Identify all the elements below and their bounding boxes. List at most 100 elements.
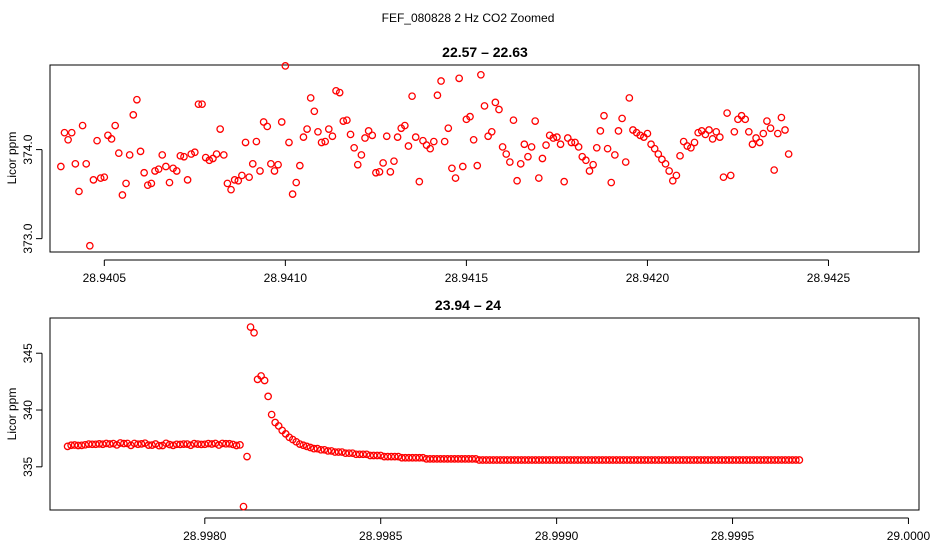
data-point (338, 448, 346, 456)
data-point (466, 112, 474, 121)
data-point (505, 158, 514, 166)
data-point (78, 121, 87, 130)
data-point (781, 126, 789, 134)
data-point (225, 439, 234, 448)
data-point (107, 135, 116, 143)
data-point (766, 124, 775, 133)
data-point (516, 159, 525, 168)
data-point (672, 171, 681, 180)
x-tick-label: 28.9415 (445, 271, 489, 285)
data-point (288, 190, 297, 198)
data-point (197, 440, 206, 449)
data-point (285, 138, 293, 147)
data-point (270, 167, 279, 175)
data-point (348, 449, 357, 458)
data-point (147, 179, 156, 188)
data-point (310, 444, 318, 453)
data-point (281, 62, 290, 70)
data-point (650, 144, 659, 153)
x-axis-top: 28.9405 28.9410 28.9415 28.9420 28.9425 (83, 259, 850, 285)
data-point (194, 100, 203, 109)
data-point (359, 450, 367, 459)
data-point (556, 140, 565, 149)
data-point (795, 456, 804, 464)
data-point (759, 129, 768, 138)
data-point (264, 392, 272, 401)
data-point (190, 439, 199, 448)
data-point (172, 167, 181, 175)
figure-title: FEF_080828 2 Hz CO2 Zoomed (382, 11, 555, 25)
data-point (534, 174, 543, 182)
data-point (426, 144, 435, 153)
data-point (246, 323, 255, 331)
data-point (238, 171, 246, 180)
data-point (67, 128, 76, 137)
data-point (708, 135, 717, 143)
data-point (408, 92, 416, 101)
data-point (755, 138, 764, 147)
data-point (74, 441, 83, 450)
x-tick-label: 29.0000 (887, 529, 931, 540)
data-point (137, 440, 146, 448)
data-point (234, 176, 243, 185)
data-point (327, 447, 336, 455)
data-point (343, 116, 351, 125)
data-point (379, 159, 387, 167)
data-point (585, 167, 594, 175)
data-point (524, 152, 532, 161)
data-point (302, 442, 311, 451)
data-point (64, 135, 72, 144)
y-tick-label: 374.0 (21, 134, 35, 164)
data-point (162, 439, 170, 448)
data-point (321, 137, 330, 146)
data-point (148, 441, 156, 449)
data-point (267, 410, 276, 419)
data-point (560, 177, 569, 186)
data-point (582, 156, 590, 165)
plot-panel-top: 22.57 – 22.63 Licor ppm 28.9405 28.9410 28… (5, 44, 920, 285)
data-point (183, 440, 192, 448)
data-point (665, 167, 674, 175)
data-point (85, 241, 94, 250)
data-point (513, 176, 521, 185)
data-point (553, 133, 561, 141)
data-point (346, 130, 355, 139)
data-point (455, 74, 463, 83)
data-point (267, 159, 275, 168)
data-point (748, 140, 757, 149)
data-point (705, 126, 713, 134)
data-point (520, 140, 529, 149)
data-point (715, 133, 724, 141)
data-point (295, 161, 304, 170)
data-point (792, 456, 800, 464)
data-point (122, 179, 130, 188)
data-point (614, 127, 623, 135)
data-point (118, 191, 127, 199)
data-point (531, 117, 540, 125)
data-point (411, 133, 420, 141)
data-point (241, 138, 250, 147)
data-point (162, 162, 170, 171)
data-point (687, 143, 695, 152)
data-point (621, 158, 630, 166)
data-point (190, 148, 199, 157)
data-point (133, 95, 141, 104)
data-point (227, 185, 235, 194)
data-point (114, 149, 123, 158)
data-point (440, 137, 449, 146)
data-point (82, 159, 91, 168)
data-point (694, 128, 702, 137)
data-point (95, 440, 104, 448)
y-tick-label: 373.0 (21, 223, 35, 253)
y-tick-label: 340 (21, 400, 35, 420)
data-point (223, 179, 232, 188)
data-point (176, 151, 185, 160)
data-point (183, 176, 192, 184)
data-point (179, 440, 188, 448)
data-point (335, 88, 344, 97)
data-point (324, 447, 332, 455)
data-point (596, 127, 605, 135)
data-point (250, 328, 258, 337)
data-point (332, 86, 340, 95)
data-point (198, 100, 206, 109)
